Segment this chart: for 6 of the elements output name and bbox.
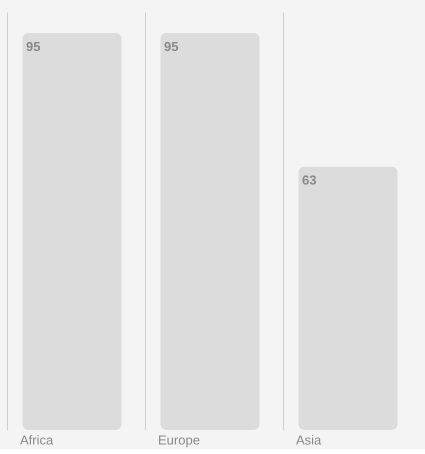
data-label: 95 [164, 38, 178, 54]
data-label: 63 [302, 172, 316, 188]
data-label: 95 [26, 38, 40, 54]
x-tick-label: Africa [20, 432, 54, 448]
x-tick-label: Asia [296, 432, 322, 448]
x-tick-label: Europe [158, 432, 200, 448]
